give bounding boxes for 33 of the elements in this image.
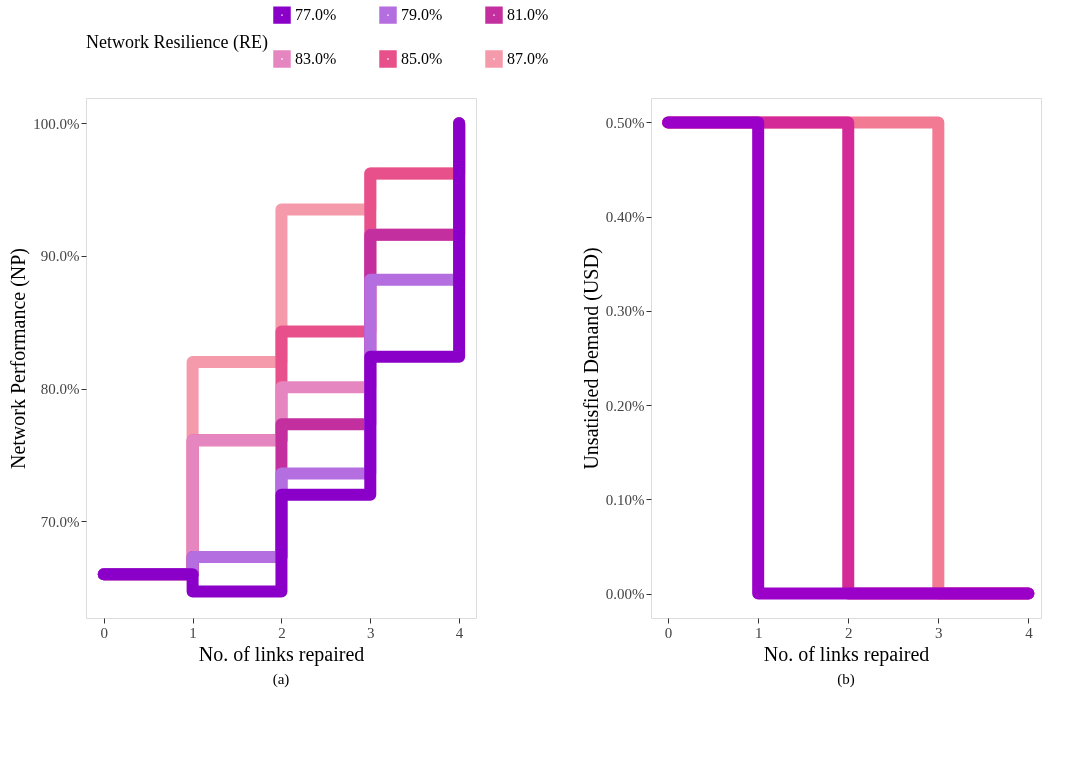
legend-label: 83.0%: [295, 50, 337, 67]
x-axis-title: No. of links repaired: [763, 642, 930, 666]
text: (a): [272, 671, 290, 688]
y-tick-label: 0.30%: [605, 303, 645, 320]
x-tick-label: 2: [845, 624, 853, 641]
y-tick-label: 0.40%: [605, 209, 645, 226]
legend-label: 87.0%: [507, 50, 549, 67]
y-tick-label: 100.0%: [33, 115, 80, 132]
y-tick-label: 80.0%: [40, 381, 80, 398]
x-tick-label: 3: [935, 624, 943, 641]
x-tick-label: 2: [278, 624, 286, 641]
y-tick-label: 0.10%: [605, 491, 645, 508]
x-tick-label: 1: [189, 624, 197, 641]
y-tick-label: 0.00%: [605, 586, 645, 603]
y-tick-label: 0.20%: [605, 397, 645, 414]
x-tick-label: 0: [100, 624, 109, 641]
text: (b): [837, 671, 855, 688]
legend-title: Network Resilience (RE): [86, 32, 268, 53]
x-tick-label: 1: [754, 624, 763, 641]
y-axis-title: Unsatisfied Demand (USD): [579, 247, 603, 470]
x-tick-label: 3: [367, 624, 375, 641]
y-tick-label: 0.50%: [605, 114, 645, 131]
x-tick-label: 4: [455, 624, 464, 641]
legend-label: 77.0%: [295, 6, 337, 24]
y-tick-label: 70.0%: [40, 513, 80, 530]
x-axis-title: No. of links repaired: [198, 642, 365, 666]
x-tick-label: 4: [1025, 624, 1034, 641]
legend-label: 85.0%: [401, 50, 443, 67]
legend-label: 79.0%: [401, 6, 443, 24]
y-tick-label: 90.0%: [40, 248, 80, 265]
y-axis-title: Network Performance (NP): [7, 247, 31, 470]
legend-label: 81.0%: [507, 6, 549, 24]
x-tick-label: 0: [664, 624, 673, 641]
